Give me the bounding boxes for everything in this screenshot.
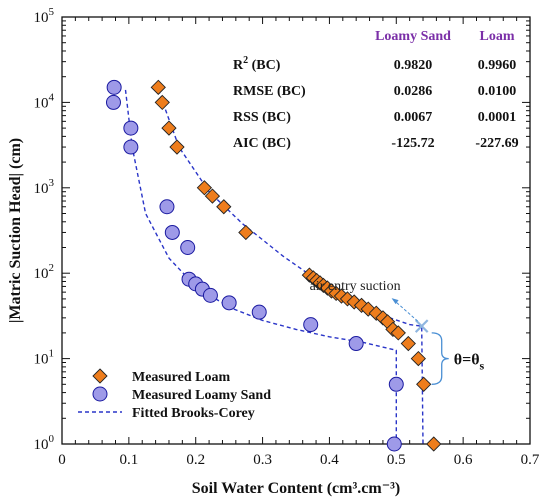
legend-sand-marker [92,386,108,402]
x-tick-label: 0 [58,452,66,468]
stats-row-label: AIC (BC) [233,136,291,151]
x-tick-label: 0.2 [186,452,205,468]
fitted-curve-1 [124,89,397,444]
y-axis-title: |Matric Suction Head| (cm) [7,138,24,323]
loamy-sand-point [303,317,319,333]
x-tick-label: 0.7 [521,452,540,468]
loam-point [353,297,370,314]
loamy-sand-point [202,287,218,303]
theta-brace [431,332,449,385]
loam-point [216,199,232,215]
legend-sand-label: Measured Loamy Sand [132,388,271,403]
stats-value: 0.0067 [394,110,433,125]
loam-point [204,188,221,204]
stats-value: 0.9820 [394,58,433,73]
air-entry-arrowhead [391,298,399,305]
legend-fit-label: Fitted Brooks-Corey [132,406,255,421]
y-tick-label: 104 [34,91,55,111]
loam-point [410,350,426,367]
loam-point [161,120,177,136]
air-entry-marker [414,319,429,333]
loam-point [390,325,406,341]
y-tick-label: 100 [34,433,55,453]
stats-row-label: R2 (BC) [233,55,281,73]
loamy-sand-point [386,436,402,452]
stats-row-label: RSS (BC) [233,110,291,125]
loam-point [169,139,185,155]
loam-point [196,180,213,196]
air-entry-arrow [391,297,419,322]
stats-row-label: RMSE (BC) [233,84,306,99]
x-axis-title: Soil Water Content (cm³.cm⁻³) [192,480,401,497]
stats-value: -227.69 [475,136,518,151]
loam-point [400,335,416,352]
air-entry-label: air entry suction [310,279,401,294]
stats-table: Loamy Sand Loam R2 (BC) 0.9820 0.9960 RMSE (B… [233,29,519,151]
loam-point [154,94,170,111]
x-tick-label: 0.4 [320,452,339,468]
stats-value: 0.9960 [478,58,517,73]
legend-loam-label: Measured Loam [132,370,230,385]
x-tick-label: 0.3 [253,452,272,468]
stats-value: 0.0001 [478,110,517,125]
loam-point [426,436,442,452]
x-tick-label: 0.1 [119,452,138,468]
x-tick-label: 0.5 [387,452,406,468]
loamy-sand-point [123,120,139,136]
loam-point [368,305,384,321]
y-tick-label: 105 [34,6,55,26]
loam-point [238,224,254,241]
legend: Measured Loam Measured Loamy Sand Fitted B… [78,368,271,421]
loamy-sand-point [388,376,404,392]
data-points [105,79,442,452]
stats-col-header: Loamy Sand [375,29,451,44]
loamy-sand-point [348,336,364,352]
y-tick-label: 101 [34,348,55,368]
loam-point [416,376,432,392]
stats-value: 0.0100 [478,84,517,99]
loamy-sand-point [251,304,267,320]
loam-point [150,79,166,95]
loamy-sand-point [106,79,122,95]
legend-loam-marker [92,368,108,384]
stats-value: -125.72 [391,136,434,151]
loamy-sand-point [221,295,237,311]
loamy-sand-point [159,199,175,215]
loamy-sand-point [180,239,196,255]
annotations: air entry suction θ=θs [310,279,485,385]
loamy-sand-point [105,94,121,110]
y-tick-label: 102 [34,262,55,282]
stats-col-header: Loam [480,29,515,44]
y-tick-label: 103 [34,177,55,197]
x-tick-label: 0.6 [454,452,473,468]
loamy-sand-point [164,224,180,240]
stats-value: 0.0286 [394,84,433,99]
loamy-sand-point [123,139,139,155]
axes: 0 0.1 0.2 0.3 0.4 0.5 0.6 0.7 100 101 102 103 104 105… [7,6,540,497]
theta-label: θ=θs [454,352,485,373]
plot-frame [61,16,531,445]
